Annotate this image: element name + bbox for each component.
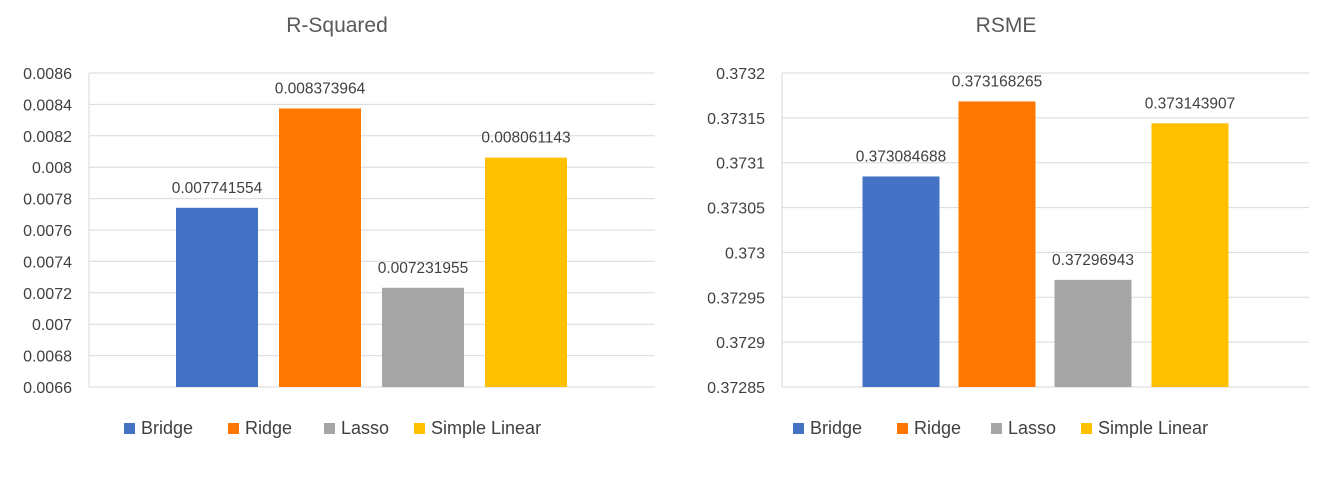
data-label: 0.008061143 [481,130,570,147]
y-tick-label: 0.37315 [707,111,765,128]
legend-swatch [793,423,804,434]
bar [1151,123,1229,388]
bar [958,101,1036,387]
chart-title: R-Squared [286,14,388,37]
y-tick-label: 0.37295 [707,290,765,307]
y-tick-label: 0.0074 [23,254,72,271]
chart-title: RSME [976,14,1037,37]
legend-label: Lasso [1008,418,1056,438]
y-tick-label: 0.0072 [23,286,72,303]
y-tick-label: 0.3732 [716,66,765,83]
y-tick-label: 0.3729 [716,335,765,352]
bar [1054,279,1132,387]
legend-swatch [124,423,135,434]
data-label: 0.373084688 [856,148,947,165]
bar [485,157,567,387]
legend-label: Ridge [914,418,961,438]
y-tick-label: 0.0068 [23,349,72,366]
bar [862,176,940,387]
legend-label: Bridge [141,418,193,438]
legend-label: Bridge [810,418,862,438]
data-label: 0.007231955 [378,260,469,277]
legend-swatch [414,423,425,434]
legend-label: Lasso [341,418,389,438]
y-tick-label: 0.37305 [707,201,765,218]
legend-swatch [324,423,335,434]
bar [176,207,258,387]
legend-label: Simple Linear [1098,418,1208,438]
bar [382,287,464,387]
data-label: 0.373143907 [1145,95,1236,112]
data-label: 0.007741554 [172,180,263,197]
legend-label: Simple Linear [431,418,541,438]
y-tick-label: 0.0084 [23,97,72,114]
bar [279,108,361,387]
y-tick-label: 0.3731 [716,156,765,173]
legend-swatch [1081,423,1092,434]
y-tick-label: 0.37285 [707,380,765,397]
y-tick-label: 0.0066 [23,380,72,397]
legend-label: Ridge [245,418,292,438]
legend-swatch [897,423,908,434]
data-label: 0.373168265 [952,73,1043,90]
legend-swatch [228,423,239,434]
y-tick-label: 0.0078 [23,192,72,209]
y-tick-label: 0.007 [32,317,72,334]
y-tick-label: 0.373 [725,245,765,262]
y-tick-label: 0.0076 [23,223,72,240]
y-tick-label: 0.008 [32,160,72,177]
data-label: 0.37296943 [1052,252,1134,269]
y-tick-label: 0.0082 [23,129,72,146]
data-label: 0.008373964 [275,80,366,97]
y-tick-label: 0.0086 [23,66,72,83]
legend-swatch [991,423,1002,434]
